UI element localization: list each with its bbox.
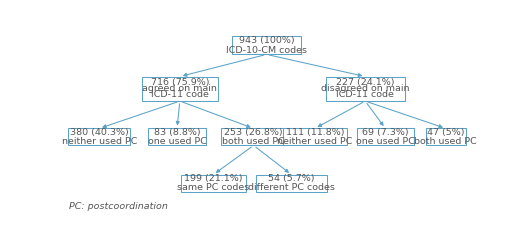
Text: ICD-11 code: ICD-11 code — [336, 90, 394, 99]
Text: different PC codes: different PC codes — [248, 184, 335, 192]
Text: 716 (75.9%): 716 (75.9%) — [151, 78, 209, 87]
FancyBboxPatch shape — [357, 128, 413, 146]
FancyBboxPatch shape — [283, 128, 347, 146]
Text: 199 (21.1%): 199 (21.1%) — [184, 174, 242, 183]
FancyBboxPatch shape — [326, 76, 405, 101]
Text: disagreed on main: disagreed on main — [321, 84, 409, 93]
Text: agreed on main: agreed on main — [142, 84, 217, 93]
Text: PC: postcoordination: PC: postcoordination — [69, 201, 168, 210]
FancyBboxPatch shape — [232, 37, 301, 54]
FancyBboxPatch shape — [426, 128, 466, 146]
Text: same PC codes: same PC codes — [177, 184, 250, 192]
FancyBboxPatch shape — [222, 128, 286, 146]
Text: 69 (7.3%): 69 (7.3%) — [362, 128, 409, 137]
Text: 253 (26.8%): 253 (26.8%) — [224, 128, 283, 137]
FancyBboxPatch shape — [181, 175, 245, 192]
Text: 943 (100%): 943 (100%) — [239, 36, 294, 45]
Text: both used PC: both used PC — [414, 137, 477, 146]
Text: 83 (8.8%): 83 (8.8%) — [154, 128, 200, 137]
FancyBboxPatch shape — [148, 128, 206, 146]
Text: neither used PC: neither used PC — [61, 137, 137, 146]
Text: ICD-10-CM codes: ICD-10-CM codes — [226, 46, 307, 55]
Text: 380 (40.3%): 380 (40.3%) — [70, 128, 128, 137]
Text: 111 (11.8%): 111 (11.8%) — [285, 128, 344, 137]
Text: 54 (5.7%): 54 (5.7%) — [268, 174, 315, 183]
FancyBboxPatch shape — [141, 76, 218, 101]
FancyBboxPatch shape — [68, 128, 131, 146]
FancyBboxPatch shape — [256, 175, 327, 192]
Text: neither used PC: neither used PC — [277, 137, 353, 146]
Text: 47 (5%): 47 (5%) — [427, 128, 464, 137]
Text: one used PC: one used PC — [356, 137, 415, 146]
Text: ICD-11 code: ICD-11 code — [151, 90, 209, 99]
Text: both used PC: both used PC — [222, 137, 285, 146]
Text: one used PC: one used PC — [148, 137, 206, 146]
Text: 227 (24.1%): 227 (24.1%) — [336, 78, 395, 87]
